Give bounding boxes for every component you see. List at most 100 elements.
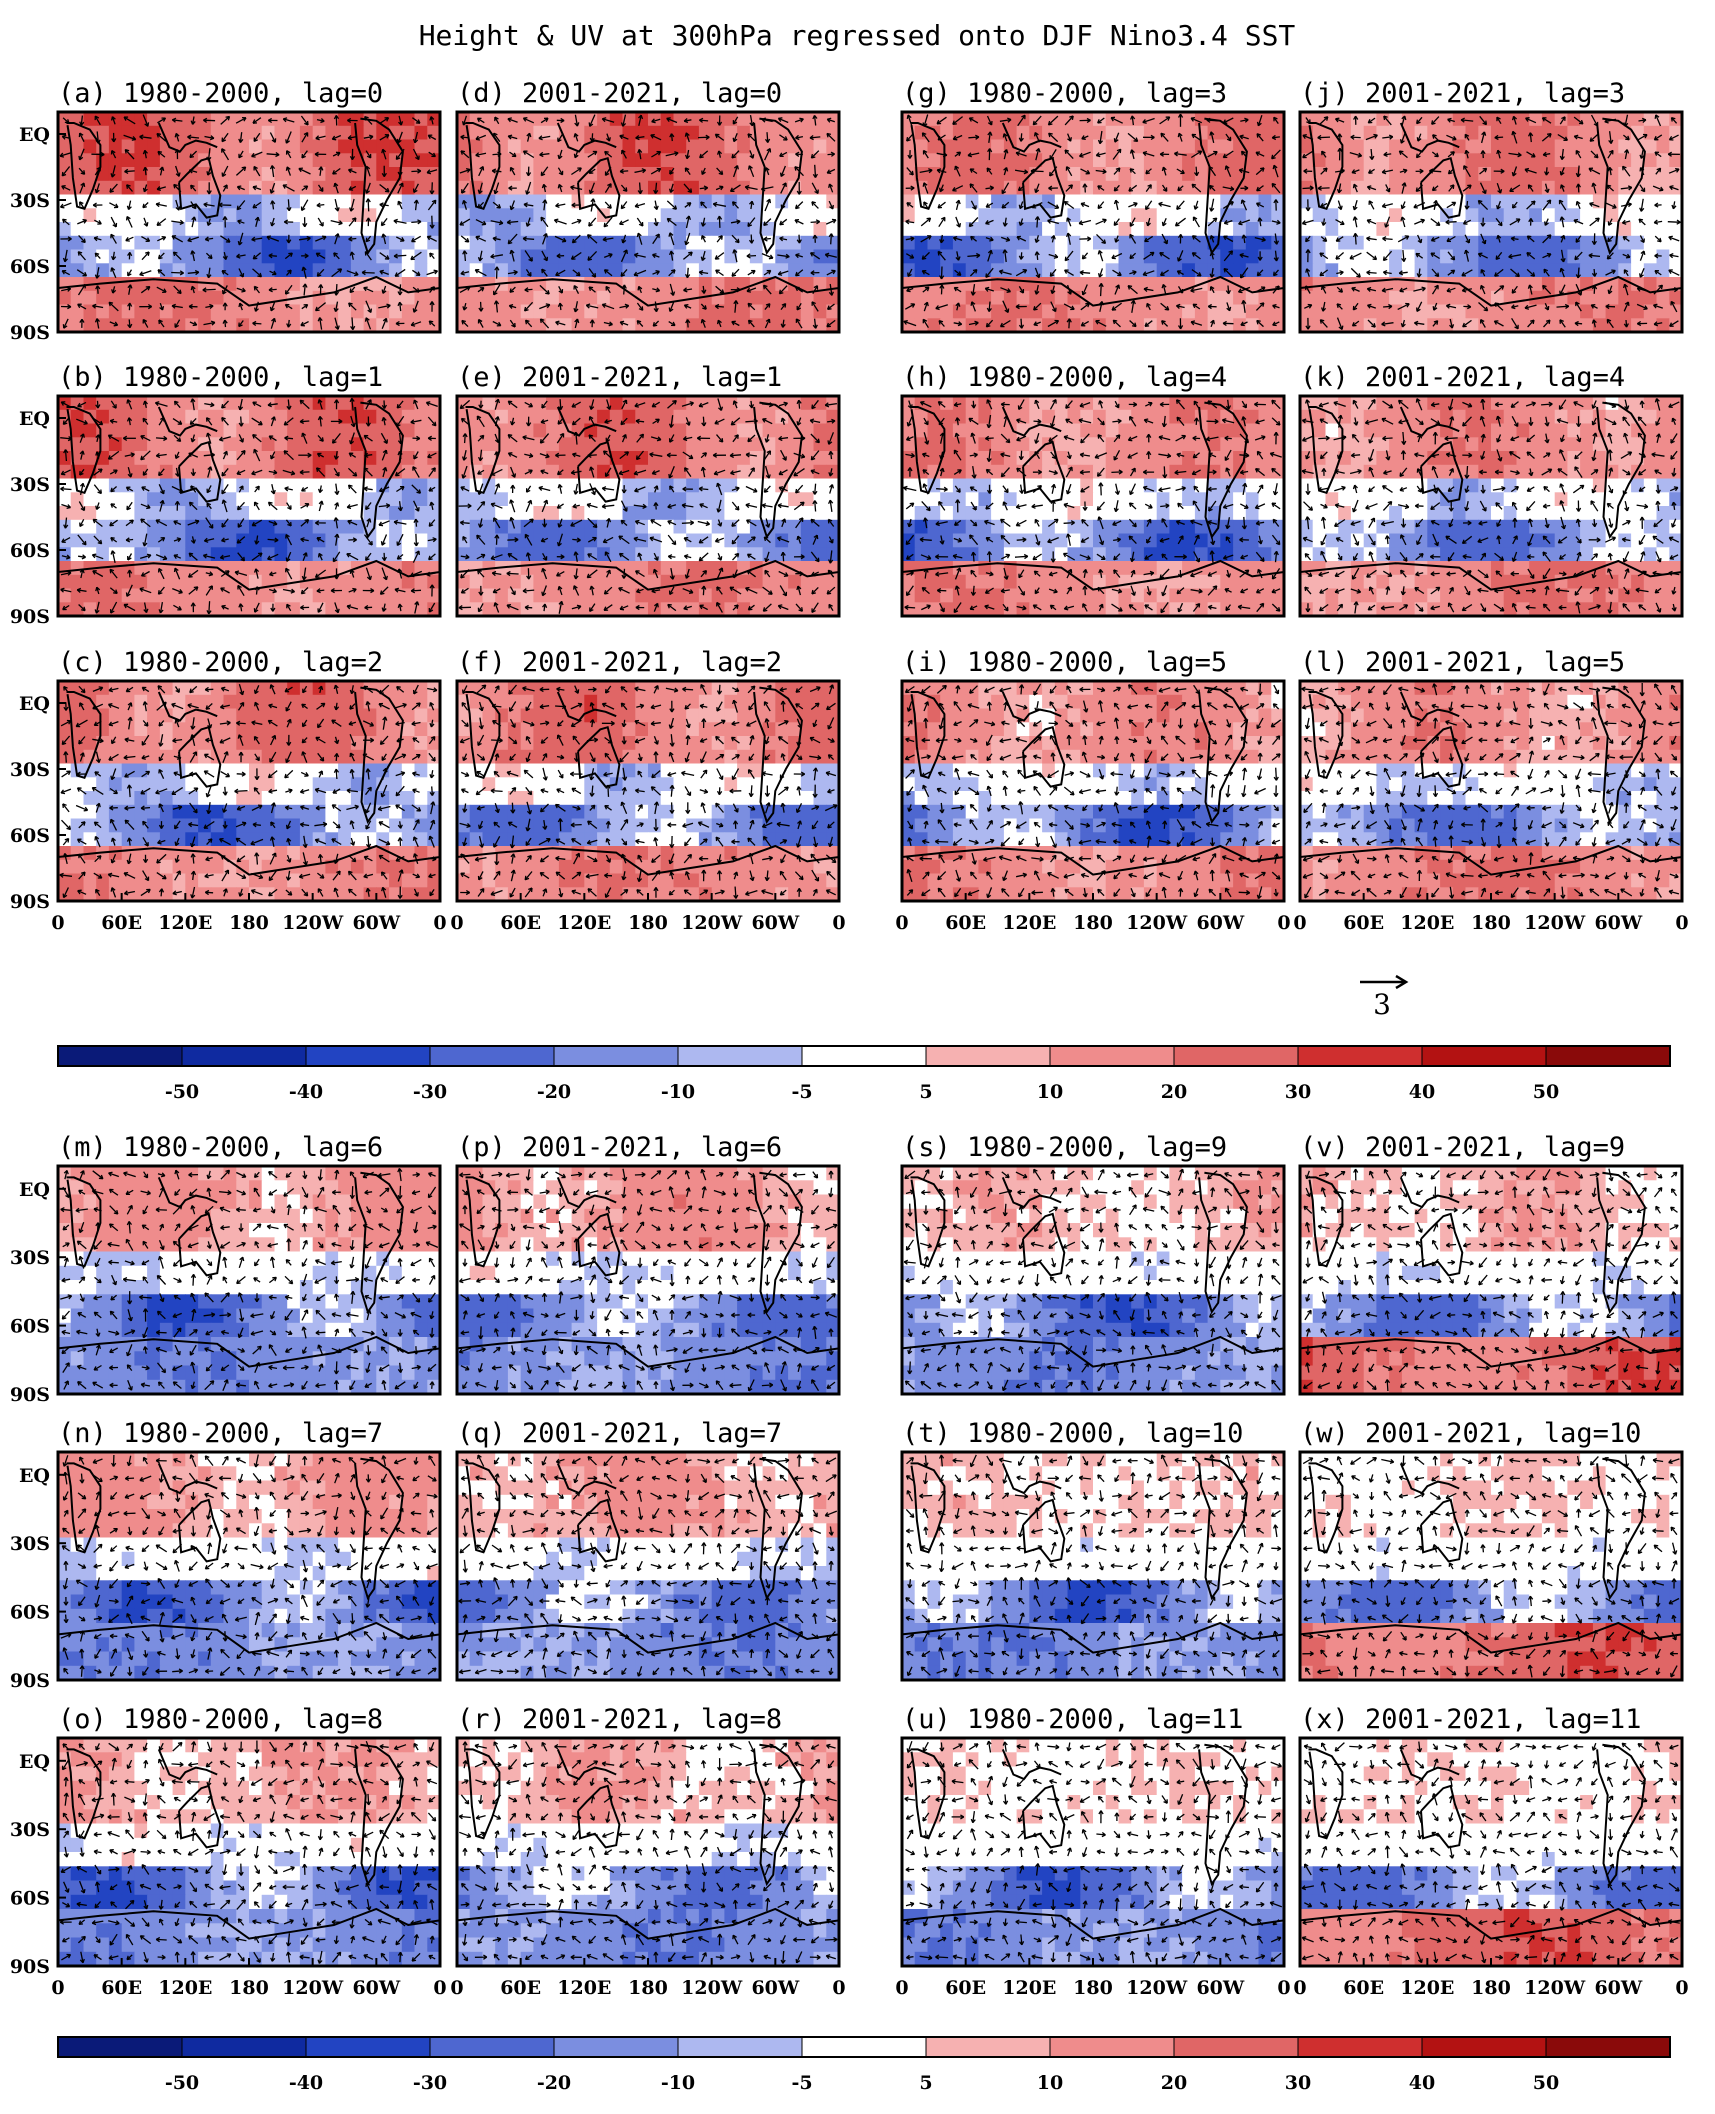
y-tick-label: EQ bbox=[19, 1179, 50, 1201]
panel-title: (d) 2001-2021, lag=0 bbox=[457, 78, 782, 109]
x-tick-label: 180 bbox=[628, 912, 668, 934]
colorbar-segment bbox=[181, 1045, 307, 1067]
x-tick-label: 0 bbox=[433, 1977, 446, 1999]
y-tick-label: 60S bbox=[10, 1602, 50, 1624]
map-panel: (v) 2001-2021, lag=9 bbox=[1298, 1132, 1684, 1396]
colorbar-segment bbox=[1297, 2036, 1423, 2058]
map-panel: (s) 1980-2000, lag=9 bbox=[900, 1132, 1286, 1396]
map-panel: (j) 2001-2021, lag=3 bbox=[1298, 78, 1684, 334]
colorbar-label: 10 bbox=[1037, 1081, 1063, 1103]
panel-title: (n) 1980-2000, lag=7 bbox=[58, 1418, 383, 1449]
x-tick-label: 0 bbox=[450, 912, 463, 934]
y-tick-label: 30S bbox=[10, 1819, 50, 1841]
panel-title: (c) 1980-2000, lag=2 bbox=[58, 647, 383, 678]
x-tick-label: 0 bbox=[433, 912, 446, 934]
map-panel: (f) 2001-2021, lag=2 0 60E 120E 180 120W 60W 0 bbox=[450, 647, 845, 934]
x-tick-label: 60E bbox=[101, 912, 142, 934]
x-tick-label: 60W bbox=[1196, 912, 1244, 934]
x-tick-label: 120W bbox=[282, 1977, 344, 1999]
colorbar-segment bbox=[801, 1045, 927, 1067]
map-panel: (t) 1980-2000, lag=10 bbox=[900, 1418, 1286, 1682]
colorbar-segment bbox=[801, 2036, 927, 2058]
colorbar-label: -40 bbox=[289, 2072, 323, 2094]
x-tick-label: 120E bbox=[557, 912, 611, 934]
panel-title: (j) 2001-2021, lag=3 bbox=[1300, 78, 1625, 109]
panel-title: (e) 2001-2021, lag=1 bbox=[457, 362, 782, 393]
colorbar-label: -30 bbox=[413, 2072, 447, 2094]
figure-title: Height & UV at 300hPa regressed onto DJF… bbox=[419, 19, 1296, 52]
y-tick-label: 60S bbox=[10, 540, 50, 562]
colorbar-segment bbox=[57, 2036, 183, 2058]
colorbar-segment bbox=[677, 1045, 803, 1067]
colorbar: -50 -40 -30 -20 -10 -5 5 10 20 30 40 50 bbox=[57, 2036, 1671, 2094]
colorbar-segment bbox=[553, 1045, 679, 1067]
map-panel: (q) 2001-2021, lag=7 bbox=[455, 1418, 841, 1682]
colorbar-segment bbox=[1297, 1045, 1423, 1067]
panel-title: (t) 1980-2000, lag=10 bbox=[902, 1418, 1243, 1449]
panel-title: (p) 2001-2021, lag=6 bbox=[457, 1132, 782, 1163]
panel-frame bbox=[56, 394, 442, 618]
colorbars-layer: -50 -40 -30 -20 -10 -5 5 10 20 30 40 50-50 -40 -30 -20… bbox=[57, 1045, 1671, 2094]
x-tick-label: 120E bbox=[1400, 912, 1454, 934]
colorbar-segment bbox=[1545, 2036, 1671, 2058]
colorbar-label: -10 bbox=[661, 2072, 695, 2094]
x-tick-label: 0 bbox=[832, 912, 845, 934]
panel-title: (u) 1980-2000, lag=11 bbox=[902, 1704, 1243, 1735]
panel-title: (f) 2001-2021, lag=2 bbox=[457, 647, 782, 678]
x-tick-label: 0 bbox=[832, 1977, 845, 1999]
x-tick-label: 120W bbox=[1126, 1977, 1188, 1999]
panel-frame bbox=[455, 1450, 841, 1682]
x-tick-label: 180 bbox=[1073, 1977, 1113, 1999]
panel-frame bbox=[56, 110, 442, 334]
x-tick-label: 60E bbox=[500, 912, 541, 934]
colorbar-segment bbox=[677, 2036, 803, 2058]
panel-title: (x) 2001-2021, lag=11 bbox=[1300, 1704, 1641, 1735]
colorbar-segment bbox=[305, 2036, 431, 2058]
x-tick-label: 60W bbox=[1594, 1977, 1642, 1999]
colorbar-segment bbox=[57, 1045, 183, 1067]
y-tick-label: 30S bbox=[10, 474, 50, 496]
colorbar-segment bbox=[305, 1045, 431, 1067]
panel-frame bbox=[1298, 110, 1684, 334]
x-tick-label: 0 bbox=[450, 1977, 463, 1999]
y-tick-label: 90S bbox=[10, 322, 50, 344]
map-panel: (i) 1980-2000, lag=5 0 60E 120E 180 120W 60W 0 bbox=[895, 647, 1290, 934]
x-tick-label: 60E bbox=[1343, 912, 1384, 934]
x-tick-label: 60E bbox=[500, 1977, 541, 1999]
colorbar-label: 20 bbox=[1161, 2072, 1187, 2094]
panel-title: (h) 1980-2000, lag=4 bbox=[902, 362, 1227, 393]
x-tick-label: 120E bbox=[158, 1977, 212, 1999]
y-tick-label: 30S bbox=[10, 1247, 50, 1269]
panel-frame bbox=[455, 1164, 841, 1396]
panel-frame bbox=[900, 1450, 1286, 1682]
reference-vector-label: 3 bbox=[1373, 988, 1391, 1021]
colorbar-label: 30 bbox=[1285, 2072, 1311, 2094]
colorbar-label: -10 bbox=[661, 1081, 695, 1103]
map-panel: (p) 2001-2021, lag=6 bbox=[455, 1132, 841, 1396]
y-tick-label: EQ bbox=[19, 124, 50, 146]
x-tick-label: 60E bbox=[945, 912, 986, 934]
x-tick-label: 60W bbox=[352, 912, 400, 934]
colorbar-label: -50 bbox=[165, 2072, 199, 2094]
colorbar-label: -5 bbox=[791, 2072, 812, 2094]
x-tick-label: 60E bbox=[945, 1977, 986, 1999]
panel-frame bbox=[455, 110, 841, 334]
panel-title: (b) 1980-2000, lag=1 bbox=[58, 362, 383, 393]
x-tick-label: 180 bbox=[1073, 912, 1113, 934]
x-tick-label: 120E bbox=[1400, 1977, 1454, 1999]
x-tick-label: 60W bbox=[352, 1977, 400, 1999]
panel-frame bbox=[1298, 394, 1684, 618]
y-tick-label: 90S bbox=[10, 1670, 50, 1692]
x-tick-label: 120W bbox=[282, 912, 344, 934]
panel-title: (o) 1980-2000, lag=8 bbox=[58, 1704, 383, 1735]
x-tick-label: 120W bbox=[1126, 912, 1188, 934]
y-tick-label: 60S bbox=[10, 1316, 50, 1338]
colorbar-label: -30 bbox=[413, 1081, 447, 1103]
map-panel: (w) 2001-2021, lag=10 bbox=[1298, 1418, 1684, 1682]
x-tick-label: 120E bbox=[1002, 1977, 1056, 1999]
panel-frame bbox=[900, 394, 1286, 618]
x-tick-label: 60E bbox=[101, 1977, 142, 1999]
x-tick-label: 0 bbox=[1675, 912, 1688, 934]
